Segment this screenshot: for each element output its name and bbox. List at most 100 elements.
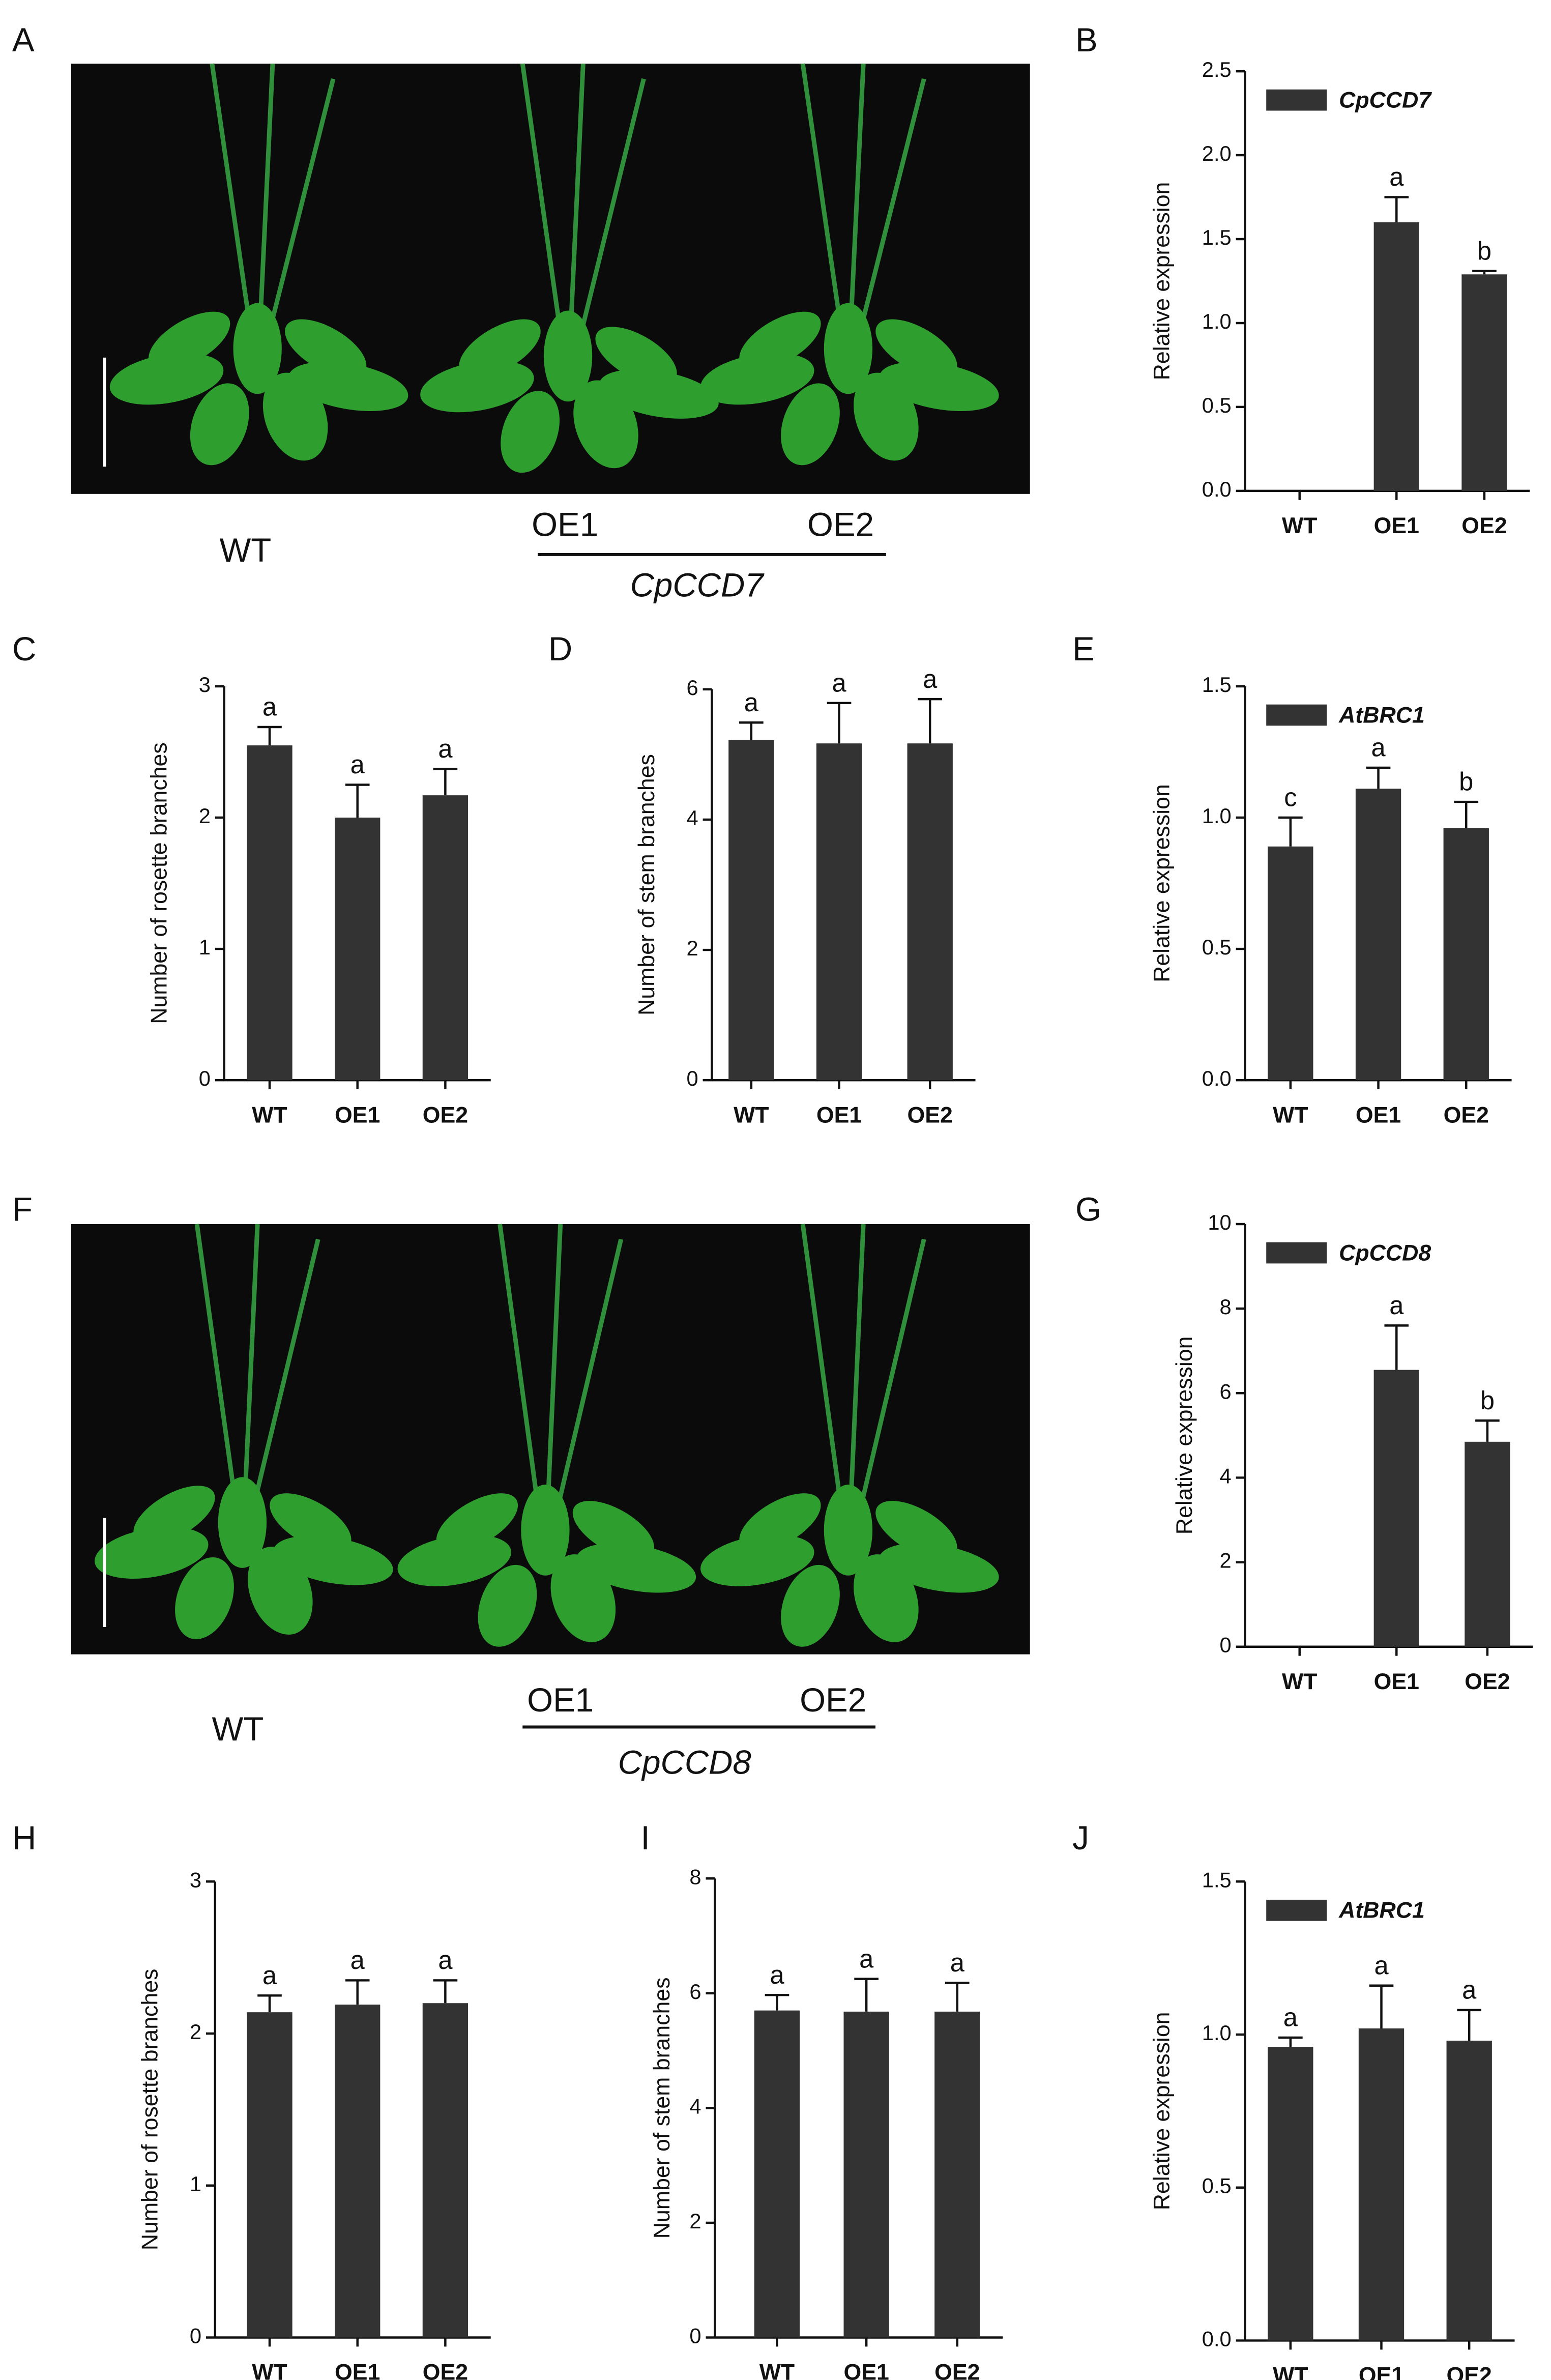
y-tick-label: 4 [686, 806, 698, 830]
error-bar [918, 698, 943, 744]
panel-letter: J [1072, 1819, 1089, 1856]
legend-label: AtBRC1 [1338, 1898, 1425, 1923]
plant-leaf [875, 1501, 957, 1559]
y-tick-label: 2 [689, 2209, 701, 2233]
significance-letter: a [438, 1946, 453, 1975]
plant-leaf [218, 1477, 267, 1568]
error-bar [1384, 1324, 1409, 1370]
error-whisker [854, 1978, 879, 2012]
bar [907, 743, 953, 1081]
error-whisker [1384, 1324, 1409, 1370]
y-tick-label: 0.0 [1202, 2327, 1232, 2350]
bar [1446, 2041, 1492, 2341]
error-whisker [257, 725, 282, 746]
y-tick-label: 0 [1220, 1633, 1232, 1657]
photo-label: WT [219, 532, 271, 569]
plant-leaf [270, 1493, 352, 1552]
significance-letter: a [262, 692, 277, 721]
y-axis-label: Number of rosette branches [138, 1969, 163, 2251]
plant-leaf [854, 372, 919, 461]
y-tick-label: 2 [190, 2020, 201, 2044]
bar [1355, 789, 1401, 1081]
plant-leaf [190, 383, 249, 466]
y-axis-label: Number of stem branches [634, 754, 659, 1015]
error-whisker [1457, 2009, 1482, 2041]
plant-leaf [700, 1534, 814, 1586]
legend-swatch [1266, 89, 1327, 111]
error-bar [345, 1979, 370, 2005]
significance-letter: c [1284, 783, 1297, 812]
significance-letter: a [1371, 733, 1386, 762]
plant-leaf [543, 310, 593, 402]
y-tick-label: 4 [689, 2094, 701, 2118]
significance-letter: b [1477, 236, 1491, 265]
error-whisker [1454, 800, 1479, 828]
plant-leaf [248, 1547, 313, 1635]
panel-letter: G [1075, 1191, 1101, 1228]
error-bar [1457, 2009, 1482, 2041]
y-tick-label: 2 [686, 936, 698, 960]
y-tick-label: 0.0 [1202, 477, 1232, 501]
bar [1268, 2047, 1313, 2341]
legend-swatch [1266, 1899, 1327, 1921]
error-bar [854, 1978, 879, 2012]
significance-letter: a [744, 688, 759, 717]
error-whisker [1366, 766, 1391, 789]
x-tick-label: WT [1282, 1669, 1317, 1694]
x-tick-label: WT [1273, 2363, 1308, 2380]
error-whisker [739, 721, 764, 740]
bar [816, 743, 862, 1081]
plant-leaf [739, 311, 821, 370]
plant-leaf [824, 303, 873, 394]
y-tick-label: 0.5 [1202, 393, 1232, 417]
y-tick-label: 1.0 [1202, 2021, 1232, 2045]
plant-leaf [149, 311, 230, 370]
plant-leaf [436, 1493, 518, 1552]
plant-leaf [739, 1493, 821, 1552]
plant-leaf [501, 391, 560, 473]
bar [843, 2011, 889, 2338]
error-whisker [765, 1994, 789, 2011]
y-tick-label: 8 [689, 1865, 701, 1889]
error-bar [1278, 816, 1303, 847]
error-bar [827, 702, 852, 744]
bar [934, 2011, 980, 2338]
plant-leaf [572, 1501, 655, 1559]
error-bar [1366, 766, 1391, 789]
significance-letter: a [1374, 1951, 1389, 1980]
error-bar [433, 768, 458, 796]
y-tick-label: 2 [1220, 1549, 1232, 1573]
significance-letter: a [950, 1948, 965, 1977]
error-whisker [1278, 816, 1303, 847]
plant-leaf [95, 1527, 209, 1579]
y-tick-label: 1.5 [1202, 225, 1232, 249]
photo-label: OE1 [527, 1681, 594, 1719]
x-tick-label: WT [252, 1102, 287, 1127]
error-bar [1384, 196, 1409, 223]
significance-letter: a [1283, 2003, 1298, 2032]
error-bar [1454, 800, 1479, 828]
bar [422, 2003, 469, 2338]
error-whisker [345, 783, 370, 818]
bar [1373, 1370, 1419, 1647]
photo-group: CpCCD8 [618, 1744, 752, 1781]
error-bar [1369, 1984, 1394, 2028]
error-bar [257, 1994, 282, 2013]
bar [1443, 828, 1489, 1081]
error-whisker [1384, 196, 1409, 223]
error-bar [945, 1982, 970, 2012]
y-tick-label: 1.5 [1202, 1868, 1232, 1892]
significance-letter: a [770, 1960, 784, 1989]
error-whisker [433, 1979, 458, 2004]
y-tick-label: 0.5 [1202, 2174, 1232, 2198]
plant-leaf [478, 1564, 537, 1647]
error-whisker [1369, 1984, 1394, 2028]
y-tick-label: 0 [686, 1066, 698, 1090]
panel-letter: F [12, 1191, 33, 1228]
x-tick-label: OE1 [335, 1102, 380, 1127]
panel-letter: E [1072, 630, 1095, 667]
bar [1373, 222, 1419, 491]
error-whisker [918, 698, 943, 744]
